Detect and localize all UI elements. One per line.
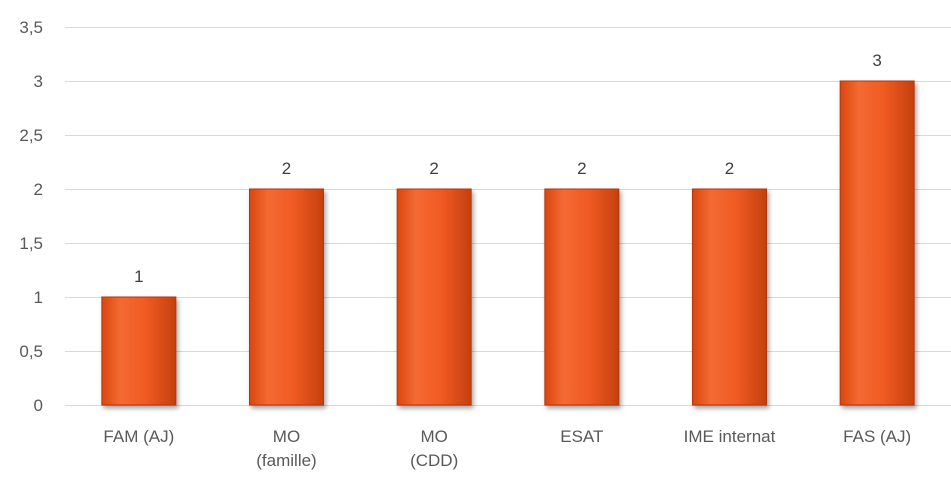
y-axis-tick-labels: 0 0,5 1 1,5 2 2,5 3 3,5 [19, 18, 43, 415]
data-label: 2 [577, 159, 586, 178]
x-category-label: FAS (AJ) [843, 427, 911, 446]
data-label: 2 [282, 159, 291, 178]
data-label: 2 [429, 159, 438, 178]
bar [101, 296, 177, 406]
x-category-label: FAM (AJ) [103, 427, 174, 446]
bar [839, 80, 915, 406]
bar [692, 188, 767, 406]
y-tick-label: 3,5 [19, 18, 43, 37]
x-category-label: IME internat [684, 427, 776, 446]
bar [544, 188, 620, 406]
y-tick-label: 0 [34, 396, 43, 415]
bar [249, 188, 324, 406]
y-tick-label: 1,5 [19, 234, 43, 253]
y-tick-label: 0,5 [19, 342, 43, 361]
y-tick-label: 2 [34, 180, 43, 199]
gridlines [65, 27, 951, 406]
y-tick-label: 3 [34, 72, 43, 91]
data-label: 2 [725, 159, 734, 178]
data-labels: 1 2 2 2 2 3 [134, 51, 882, 286]
y-tick-label: 1 [34, 288, 43, 307]
bar [396, 188, 472, 406]
y-tick-label: 2,5 [19, 126, 43, 145]
x-category-label: ESAT [560, 427, 603, 446]
x-category-label: MO (famille) [256, 427, 316, 470]
x-category-label: MO (CDD) [410, 427, 458, 470]
data-label: 3 [872, 51, 881, 70]
bars [101, 80, 915, 406]
data-label: 1 [134, 267, 143, 286]
x-axis-category-labels: FAM (AJ) MO (famille) MO (CDD) ESAT IME intern… [103, 427, 911, 470]
